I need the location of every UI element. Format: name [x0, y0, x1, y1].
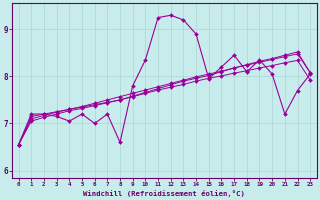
X-axis label: Windchill (Refroidissement éolien,°C): Windchill (Refroidissement éolien,°C): [84, 190, 245, 197]
